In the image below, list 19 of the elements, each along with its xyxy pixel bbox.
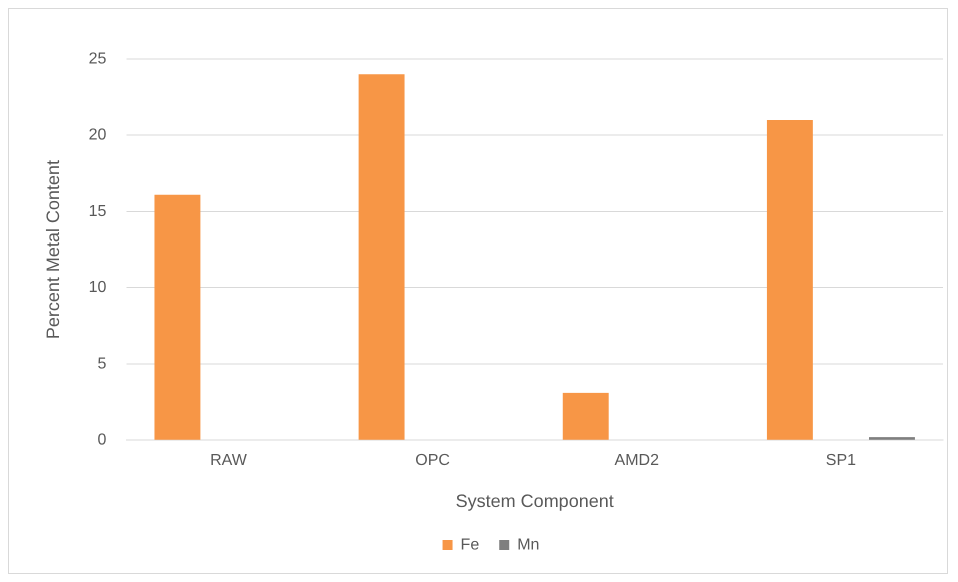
x-tick-label: RAW bbox=[210, 452, 248, 470]
x-axis-title: System Component bbox=[456, 491, 614, 512]
y-tick-label: 5 bbox=[97, 355, 106, 372]
y-tick-label: 0 bbox=[97, 432, 106, 449]
bar bbox=[868, 437, 915, 440]
y-tick-label: 10 bbox=[88, 279, 106, 296]
bar bbox=[562, 392, 609, 440]
x-tick-label: OPC bbox=[415, 452, 450, 470]
y-tick-label: 15 bbox=[88, 202, 106, 220]
bar bbox=[766, 120, 813, 440]
y-tick-label: 25 bbox=[88, 50, 106, 68]
bar bbox=[154, 194, 200, 440]
y-axis-title: Percent Metal Content bbox=[42, 160, 63, 340]
legend-label: Mn bbox=[517, 536, 540, 554]
x-tick-label: AMD2 bbox=[614, 452, 660, 470]
y-tick-label: 20 bbox=[88, 126, 106, 144]
legend-label: Fe bbox=[460, 536, 480, 554]
x-tick-label: SP1 bbox=[826, 452, 856, 470]
bar bbox=[358, 74, 405, 440]
